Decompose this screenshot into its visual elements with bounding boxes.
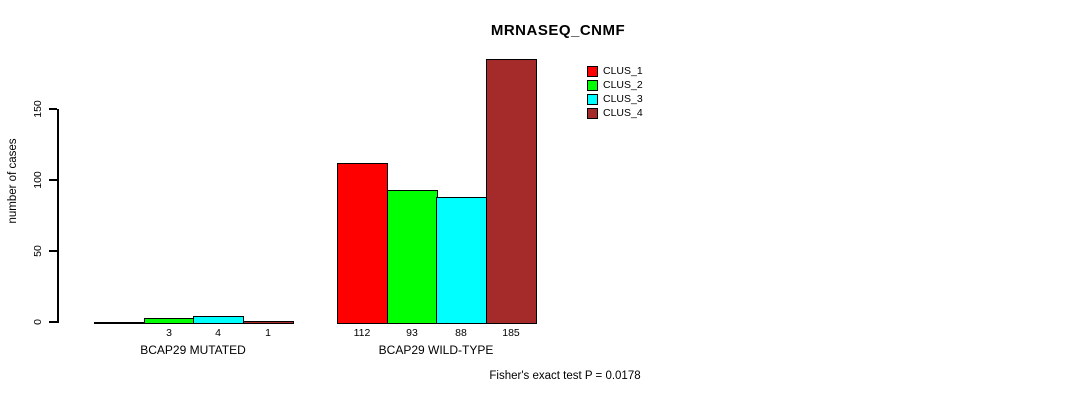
bar-clus_1 [337, 163, 388, 324]
bar-value-label: 185 [502, 327, 520, 339]
x-group-label: BCAP29 WILD-TYPE [378, 343, 494, 357]
legend-item-clus_3: CLUS_3 [587, 92, 643, 106]
bar-clus_3 [193, 316, 244, 324]
bar-value-label: 3 [166, 327, 172, 339]
bar-clus_1 [94, 322, 145, 324]
bar-value-label: 4 [215, 327, 221, 339]
legend-swatch [587, 65, 598, 77]
legend-item-clus_2: CLUS_2 [587, 78, 643, 92]
y-axis-label: number of cases [7, 138, 19, 224]
y-tick-label: 100 [32, 171, 44, 189]
legend-swatch [587, 107, 598, 119]
y-tick-mark [49, 108, 57, 110]
legend-item-clus_4: CLUS_4 [587, 106, 643, 120]
legend-label: CLUS_4 [603, 107, 643, 119]
bar-value-label: 88 [455, 327, 467, 339]
legend-item-clus_1: CLUS_1 [587, 64, 643, 78]
y-tick-label: 0 [32, 319, 44, 325]
y-axis-line [57, 109, 59, 323]
bar-clus_2 [144, 318, 195, 324]
x-group-label: BCAP29 MUTATED [140, 343, 246, 357]
footnote: Fisher's exact test P = 0.0178 [489, 370, 641, 382]
bar-clus_4 [243, 321, 294, 324]
legend-label: CLUS_2 [603, 79, 643, 91]
bar-clus_4 [486, 59, 537, 324]
legend-label: CLUS_3 [603, 93, 643, 105]
y-tick-mark [49, 250, 57, 252]
chart-title: MRNASEQ_CNMF [490, 22, 626, 39]
bar-value-label: 1 [265, 327, 271, 339]
bar-clus_3 [436, 197, 487, 324]
legend-swatch [587, 93, 598, 105]
legend: CLUS_1 CLUS_2 CLUS_3 CLUS_4 [587, 64, 643, 120]
legend-label: CLUS_1 [603, 65, 643, 77]
y-tick-label: 50 [32, 245, 44, 257]
y-tick-mark [49, 321, 57, 323]
legend-swatch [587, 79, 598, 91]
bar-value-label: 93 [406, 327, 418, 339]
bar-clus_2 [387, 190, 438, 324]
y-tick-mark [49, 179, 57, 181]
bar-value-label: 112 [353, 327, 371, 339]
y-tick-label: 150 [32, 100, 44, 118]
